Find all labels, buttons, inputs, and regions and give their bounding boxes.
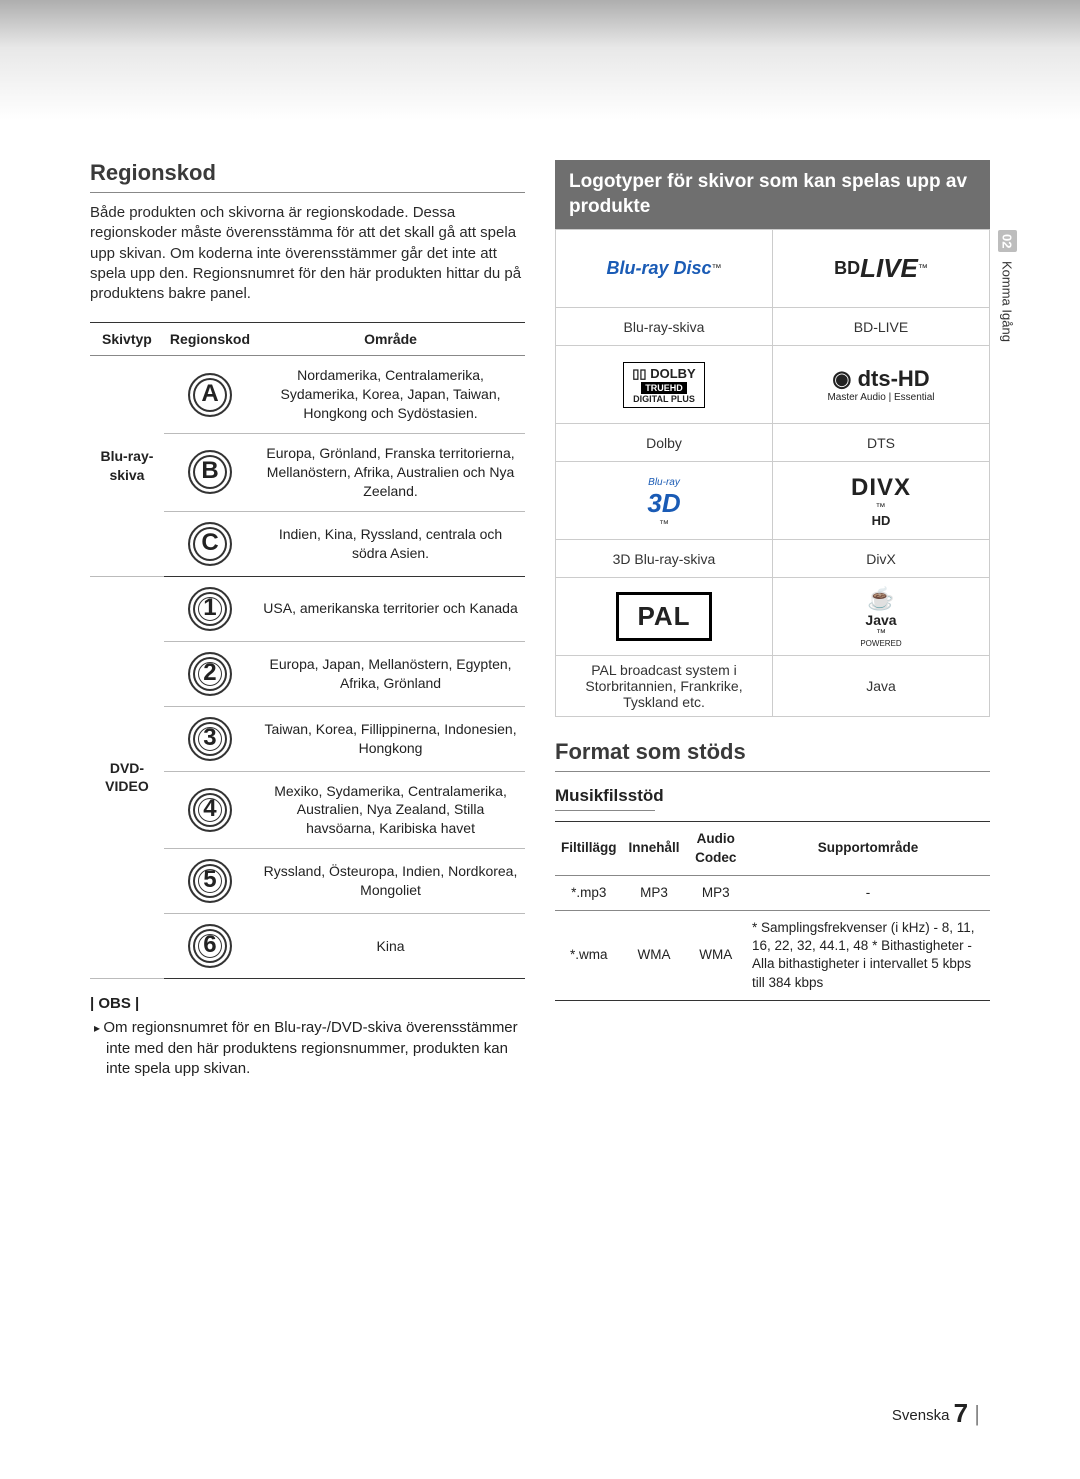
pal-logo: PAL [616, 592, 711, 641]
region-icon-cell: 5 [164, 849, 256, 914]
logo-label: Java [773, 656, 990, 717]
music-th-support: Supportområde [746, 822, 990, 875]
logos-heading: Logotyper för skivor som kan spelas upp … [555, 160, 990, 229]
region-b-icon: B [188, 450, 232, 494]
region-5-icon: 5 [188, 859, 232, 903]
region-area: Ryssland, Östeuropa, Indien, Nordkorea, … [256, 849, 525, 914]
divider [555, 810, 655, 811]
region-icon-cell: 6 [164, 914, 256, 979]
music-table: Filtillägg Innehåll Audio Codec Supporto… [555, 821, 990, 1001]
region-area: Indien, Kina, Ryssland, centrala och söd… [256, 511, 525, 576]
logo-label: Blu-ray-skiva [556, 308, 773, 346]
regionskod-heading: Regionskod [90, 160, 525, 186]
logo-cell: ◉ dts-HDMaster Audio | Essential [773, 346, 990, 424]
region-icon-cell: A [164, 356, 256, 434]
logo-label: 3D Blu-ray-skiva [556, 540, 773, 578]
footer-bar: | [974, 1401, 980, 1426]
page-header-gradient [0, 0, 1080, 120]
regionskod-intro: Både produkten och skivorna är regionsko… [90, 203, 525, 304]
dts-logo: ◉ dts-HDMaster Audio | Essential [827, 366, 934, 403]
logo-cell: ▯▯ DOLBYTRUEHDDIGITAL PLUS [556, 346, 773, 424]
logo-cell: Blu-ray Disc™ [556, 230, 773, 308]
bluray-label: Blu-ray-skiva [90, 356, 164, 576]
region-1-icon: 1 [188, 587, 232, 631]
logo-cell: BD LIVE™ [773, 230, 990, 308]
table-row: DVD-VIDEO 1 USA, amerikanska territorier… [90, 576, 525, 641]
table-row: Blu-ray-skiva A Nordamerika, Centralamer… [90, 356, 525, 434]
region-icon-cell: 2 [164, 641, 256, 706]
region-area: USA, amerikanska territorier och Kanada [256, 576, 525, 641]
logos-table: Blu-ray Disc™ BD LIVE™ Blu-ray-skiva BD-… [555, 229, 990, 717]
region-c-icon: C [188, 522, 232, 566]
region-icon-cell: C [164, 511, 256, 576]
note-body: Om regionsnumret för en Blu-ray-/DVD-ski… [90, 1018, 525, 1079]
region-area: Kina [256, 914, 525, 979]
region-icon-cell: 3 [164, 706, 256, 771]
divider [555, 771, 990, 772]
chapter-title: Komma Igång [1000, 261, 1015, 342]
logo-label: Dolby [556, 424, 773, 462]
bdlive-logo: BD LIVE™ [834, 253, 928, 284]
music-ext: *.mp3 [555, 875, 623, 910]
divx-logo: DIVX™HD [851, 474, 911, 528]
music-support: * Samplingsfrekvenser (i kHz) - 8, 11, 1… [746, 911, 990, 1001]
footer-lang: Svenska [892, 1407, 950, 1424]
logo-label: PAL broadcast system i Storbritannien, F… [556, 656, 773, 717]
dolby-logo: ▯▯ DOLBYTRUEHDDIGITAL PLUS [623, 362, 704, 408]
right-column: Logotyper för skivor som kan spelas upp … [555, 160, 990, 1079]
logo-cell: DIVX™HD [773, 462, 990, 540]
region-icon-cell: 4 [164, 771, 256, 849]
region-icon-cell: 1 [164, 576, 256, 641]
footer-page: 7 [954, 1398, 968, 1428]
region-a-icon: A [188, 373, 232, 417]
logo-cell: Blu-ray3D™ [556, 462, 773, 540]
music-content: MP3 [623, 875, 686, 910]
region-th-code: Regionskod [164, 323, 256, 356]
region-table: Skivtyp Regionskod Område Blu-ray-skiva … [90, 322, 525, 979]
java-logo: ☕Java™POWERED [860, 586, 901, 648]
music-th-ext: Filtillägg [555, 822, 623, 875]
logo-cell: ☕Java™POWERED [773, 578, 990, 656]
region-area: Europa, Japan, Mellanöstern, Egypten, Af… [256, 641, 525, 706]
table-row: *.mp3 MP3 MP3 - [555, 875, 990, 910]
region-3-icon: 3 [188, 717, 232, 761]
page-footer: Svenska 7 | [892, 1398, 980, 1429]
region-icon-cell: B [164, 433, 256, 511]
region-area: Europa, Grönland, Franska territorierna,… [256, 433, 525, 511]
logo-cell: PAL [556, 578, 773, 656]
region-th-area: Område [256, 323, 525, 356]
music-subheading: Musikfilsstöd [555, 786, 990, 806]
logo-label: DivX [773, 540, 990, 578]
music-content: WMA [623, 911, 686, 1001]
region-6-icon: 6 [188, 924, 232, 968]
music-th-codec: Audio Codec [686, 822, 746, 875]
logo-label: DTS [773, 424, 990, 462]
bluray3d-logo: Blu-ray3D™ [647, 477, 680, 530]
bluray-disc-logo: Blu-ray Disc™ [606, 258, 721, 279]
region-2-icon: 2 [188, 652, 232, 696]
formats-heading: Format som stöds [555, 739, 990, 765]
music-th-content: Innehåll [623, 822, 686, 875]
left-column: Regionskod Både produkten och skivorna ä… [90, 160, 525, 1079]
note-heading: | OBS | [90, 995, 525, 1012]
chapter-side-tab: 02 Komma Igång [994, 230, 1020, 345]
region-4-icon: 4 [188, 788, 232, 832]
music-codec: MP3 [686, 875, 746, 910]
table-row: *.wma WMA WMA * Samplingsfrekvenser (i k… [555, 911, 990, 1001]
region-area: Mexiko, Sydamerika, Centralamerika, Aust… [256, 771, 525, 849]
region-area: Taiwan, Korea, Fillippinerna, Indonesien… [256, 706, 525, 771]
chapter-number: 02 [998, 230, 1017, 252]
region-area: Nordamerika, Centralamerika, Sydamerika,… [256, 356, 525, 434]
music-support: - [746, 875, 990, 910]
music-ext: *.wma [555, 911, 623, 1001]
music-codec: WMA [686, 911, 746, 1001]
region-th-type: Skivtyp [90, 323, 164, 356]
logo-label: BD-LIVE [773, 308, 990, 346]
dvd-label: DVD-VIDEO [90, 576, 164, 979]
divider [90, 192, 525, 193]
